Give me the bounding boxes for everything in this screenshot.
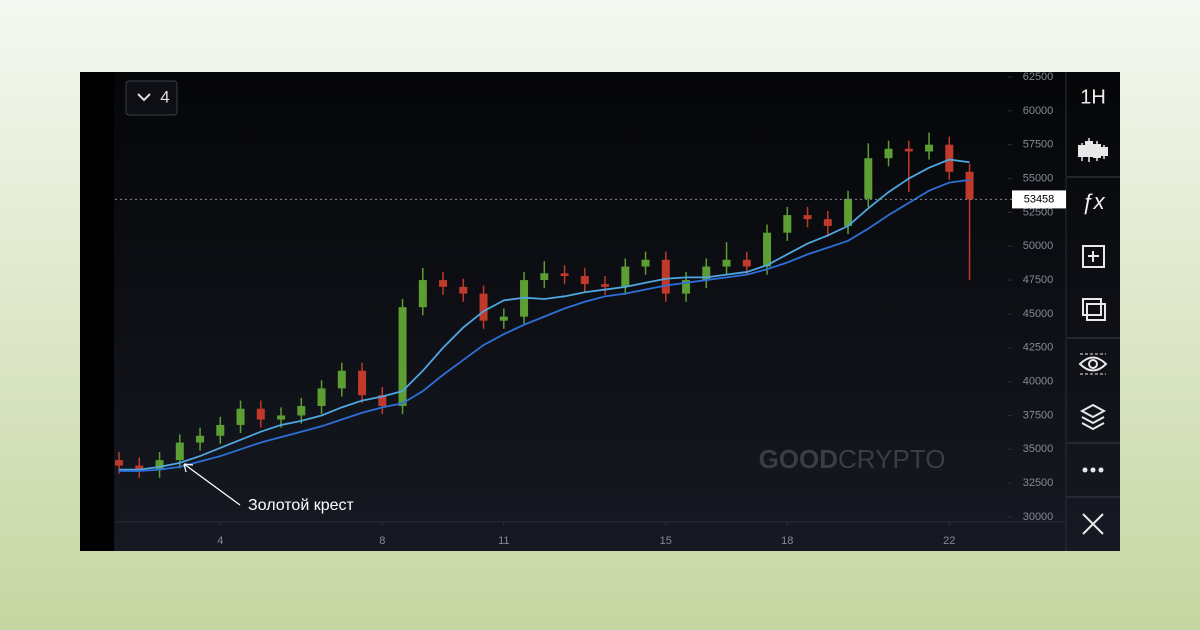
y-tick-label: 55000 [1023, 172, 1054, 184]
y-tick-label: 40000 [1023, 376, 1054, 388]
candle-body [722, 259, 731, 267]
candle-body [661, 259, 670, 294]
close-button[interactable] [1082, 513, 1104, 535]
candle-body [378, 395, 387, 406]
indicator-count: 4 [160, 87, 169, 106]
layers-button[interactable] [1079, 403, 1107, 431]
candle-body [682, 280, 691, 294]
y-tick-label: 30000 [1023, 511, 1054, 523]
candle-body [580, 276, 589, 285]
more-button[interactable] [1082, 467, 1104, 473]
x-tick-label: 15 [660, 535, 672, 547]
watermark-light: CRYPTO [838, 444, 945, 474]
x-tick-label: 18 [781, 535, 793, 547]
candle-body [823, 219, 832, 226]
moving-average [119, 158, 970, 471]
candle-body [236, 408, 245, 425]
candle-body [783, 215, 792, 233]
x-tick-label: 8 [379, 535, 385, 547]
x-tick-label: 22 [943, 535, 955, 547]
candle-body [945, 144, 954, 172]
candle-body [702, 266, 711, 281]
candle-body [925, 144, 934, 152]
candle-body [965, 171, 974, 200]
candle-body [763, 232, 772, 267]
y-tick-label: 45000 [1023, 308, 1054, 320]
annotation-arrow [183, 463, 241, 506]
y-tick-label: 37500 [1023, 409, 1054, 421]
plot: 30000 32500 35000 37500 40000 42500 45000 47500… [115, 71, 1066, 547]
candle-body [803, 215, 812, 220]
candle-body [216, 424, 225, 436]
toolbar: 1H ƒx [1067, 86, 1120, 535]
price-label-box [1012, 190, 1066, 209]
candle-body [641, 259, 650, 267]
candle-body [479, 293, 488, 321]
candle-body [175, 442, 184, 461]
dropdown-box[interactable] [125, 80, 178, 116]
y-tick-label: 57500 [1023, 139, 1054, 151]
candle-body [560, 273, 569, 277]
x-tick-label: 4 [217, 535, 223, 547]
x-tick-label: 11 [498, 535, 509, 547]
candle-body [904, 148, 913, 152]
arrow-head [183, 463, 194, 473]
candle-body [884, 148, 893, 159]
y-tick-label: 62500 [1023, 71, 1054, 83]
moving-average [119, 178, 970, 472]
candle-body [135, 465, 144, 470]
y-tick-label: 35000 [1023, 443, 1054, 455]
y-tick-label: 42500 [1023, 342, 1054, 354]
annotation: Золотой крест [248, 497, 355, 514]
candle-body [155, 460, 164, 470]
candle-body [439, 280, 448, 287]
candle-body [499, 316, 508, 321]
candle-body [317, 388, 326, 406]
visibility-button[interactable] [1078, 353, 1108, 375]
y-tick-label: 50000 [1023, 240, 1054, 252]
candle-body [459, 286, 468, 294]
candle-body [256, 408, 265, 420]
indicator-dropdown[interactable]: 4 [125, 80, 178, 116]
chart-panel [80, 72, 1120, 551]
y-tick-label: 32500 [1023, 477, 1054, 489]
interval-button[interactable]: 1H [1080, 86, 1106, 108]
watermark-bold: GOOD [759, 444, 838, 474]
candle-body [115, 460, 124, 466]
price-label: 53458 [1024, 193, 1055, 205]
drawing-button[interactable] [1082, 245, 1105, 268]
chevron-icon [137, 93, 151, 102]
candle-body [540, 273, 549, 281]
candle-body [196, 435, 205, 443]
candle-body [297, 405, 306, 416]
candle-body [398, 307, 407, 406]
candle-body [864, 158, 873, 199]
candle-body [601, 284, 610, 287]
compare-button[interactable] [1082, 298, 1106, 321]
functions-button[interactable]: ƒx [1081, 189, 1105, 214]
y-tick-label: 52500 [1023, 206, 1054, 218]
watermark: GOODCRYPTO [759, 444, 946, 474]
candle-body [844, 198, 853, 226]
y-tick-label: 47500 [1023, 274, 1054, 286]
candle-body [742, 259, 751, 267]
candle-body [277, 415, 286, 420]
y-tick-label: 60000 [1023, 105, 1054, 117]
candle-body [418, 280, 427, 308]
candle-body [337, 370, 346, 389]
left-strip [80, 72, 114, 551]
candle-body [621, 266, 630, 287]
candle-type-button[interactable] [1078, 138, 1108, 162]
candle-body [358, 370, 367, 396]
